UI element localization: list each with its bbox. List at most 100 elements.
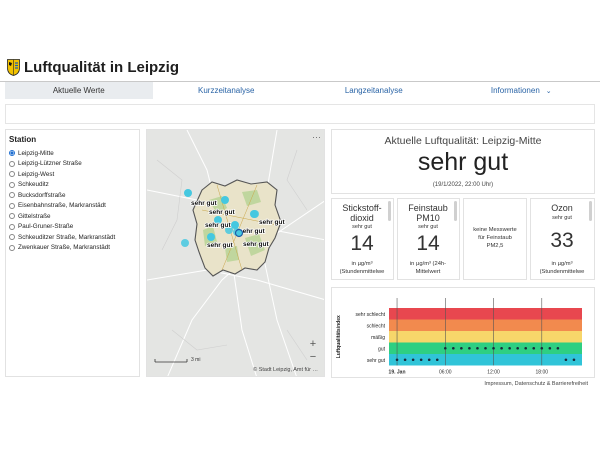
map-scale-label: 3 mi bbox=[191, 357, 201, 363]
chart-data-point bbox=[452, 346, 455, 350]
chart-data-point bbox=[484, 346, 487, 350]
station-marker[interactable] bbox=[221, 196, 229, 204]
chart-data-point bbox=[556, 346, 560, 350]
chart-data-point bbox=[403, 358, 407, 362]
card-scrollbar[interactable] bbox=[454, 201, 457, 221]
station-marker[interactable] bbox=[207, 233, 215, 241]
chart-data-point bbox=[524, 346, 528, 350]
station-label: Zwenkauer Straße, Markranstädt bbox=[18, 244, 111, 252]
metric-value: 14 bbox=[416, 232, 440, 255]
station-marker-label: sehr gut bbox=[205, 222, 231, 229]
card-scrollbar[interactable] bbox=[589, 201, 592, 221]
app-header: Luftqualität in Leipzig bbox=[0, 55, 600, 83]
tab-informationen[interactable]: Informationen ⌄ bbox=[448, 82, 596, 99]
chart-y-axis-label: Luftqualitätsindex bbox=[336, 315, 342, 358]
radio-button[interactable] bbox=[9, 150, 15, 157]
station-marker-label: sehr gut bbox=[209, 209, 235, 216]
station-panel: Station Leipzig-Mitte Leipzig-Lützner Str… bbox=[5, 129, 140, 377]
radio-button[interactable] bbox=[9, 244, 15, 251]
station-label: Schkeuditzer Straße, Markranstädt bbox=[18, 233, 116, 241]
station-marker[interactable] bbox=[250, 210, 258, 218]
radio-button[interactable] bbox=[9, 181, 15, 188]
station-marker[interactable] bbox=[231, 221, 239, 229]
station-marker-label: sehr gut bbox=[207, 242, 233, 249]
metric-note: (Stundenmittelwe bbox=[339, 269, 385, 275]
tab-kurzzeitanalyse[interactable]: Kurzzeitanalyse bbox=[153, 82, 301, 99]
current-quality-timestamp: (19/1/2022, 22:00 Uhr) bbox=[432, 182, 494, 188]
station-option[interactable]: Bucksdorffstraße bbox=[9, 190, 139, 201]
station-option[interactable]: Leipzig-West bbox=[9, 169, 139, 180]
station-marker-label: sehr gut bbox=[239, 228, 265, 235]
station-option[interactable]: Leipzig-Lützner Straße bbox=[9, 159, 139, 170]
station-marker[interactable] bbox=[214, 216, 222, 224]
metric-name: Ozon bbox=[551, 203, 573, 213]
chart-data-point bbox=[564, 358, 568, 362]
chart-data-point bbox=[516, 346, 519, 350]
map-more-button[interactable]: ··· bbox=[312, 132, 321, 142]
metric-value: 14 bbox=[350, 232, 374, 255]
station-option[interactable]: Schkeuditzer Straße, Markranstädt bbox=[9, 232, 139, 243]
map-attribution: © Stadt Leipzig, Amt für … bbox=[253, 367, 318, 373]
chart-band bbox=[389, 308, 582, 320]
station-option[interactable]: Zwenkauer Straße, Markranstädt bbox=[9, 243, 139, 254]
chart-x-tick-label: 12:00 bbox=[487, 370, 500, 376]
station-marker[interactable] bbox=[184, 189, 192, 197]
station-label: Bucksdorffstraße bbox=[18, 191, 66, 199]
radio-button[interactable] bbox=[9, 223, 15, 230]
filter-bar bbox=[5, 104, 595, 124]
chart-data-point bbox=[468, 346, 471, 350]
radio-button[interactable] bbox=[9, 234, 15, 241]
chart-category-label: gut bbox=[378, 346, 386, 352]
station-label: Gittelstraße bbox=[18, 212, 51, 220]
zoom-out-button[interactable]: − bbox=[309, 351, 317, 363]
station-marker[interactable] bbox=[225, 226, 233, 234]
metric-card-no2: Stickstoff- dioxid sehr gut 14 in µg/m³ … bbox=[331, 198, 394, 280]
card-scrollbar[interactable] bbox=[388, 201, 391, 221]
map-panel[interactable]: sehr gut sehr gut sehr gut sehr gut sehr gut… bbox=[146, 129, 325, 377]
header-divider bbox=[0, 81, 600, 82]
metric-card-pm10: Feinstaub PM10 sehr gut 14 in µg/m³ (24h… bbox=[397, 198, 460, 280]
app-title: Luftqualität in Leipzig bbox=[24, 59, 179, 76]
chart-category-label: mäßig bbox=[371, 335, 385, 341]
metric-rating: sehr gut bbox=[552, 215, 572, 221]
radio-button[interactable] bbox=[9, 192, 15, 199]
tab-langzeitanalyse[interactable]: Langzeitanalyse bbox=[300, 82, 448, 99]
station-option[interactable]: Gittelstraße bbox=[9, 211, 139, 222]
chart-data-point bbox=[492, 346, 495, 350]
chevron-down-icon: ⌄ bbox=[545, 88, 552, 95]
footer-legal-link[interactable]: Impressum, Datenschutz & Barrierefreihei… bbox=[484, 381, 588, 387]
radio-button[interactable] bbox=[9, 171, 15, 178]
metric-name: Stickstoff- dioxid bbox=[342, 203, 382, 223]
zoom-in-button[interactable]: + bbox=[309, 338, 317, 350]
chart-data-point bbox=[443, 346, 447, 350]
station-option[interactable]: Schkeuditz bbox=[9, 180, 139, 191]
metric-note: keine Messwerte für Feinstaub PM2,5 bbox=[473, 227, 517, 249]
station-marker-label: sehr gut bbox=[259, 219, 285, 226]
metric-value: 33 bbox=[550, 229, 574, 252]
radio-button[interactable] bbox=[9, 213, 15, 220]
radio-button[interactable] bbox=[9, 202, 15, 209]
station-marker[interactable] bbox=[234, 228, 244, 238]
chart-data-point bbox=[411, 358, 415, 362]
station-option[interactable]: Paul-Gruner-Straße bbox=[9, 222, 139, 233]
tab-label: Langzeitanalyse bbox=[344, 86, 403, 95]
map-canvas[interactable]: sehr gut sehr gut sehr gut sehr gut sehr gut… bbox=[147, 130, 325, 377]
chart-data-point bbox=[419, 358, 423, 362]
chart-data-point bbox=[427, 358, 431, 362]
tab-label: Informationen bbox=[490, 86, 540, 95]
chart-data-point bbox=[476, 346, 479, 350]
station-option[interactable]: Leipzig-Mitte bbox=[9, 148, 139, 159]
radio-button[interactable] bbox=[9, 160, 15, 167]
metric-note: (Stundenmittelwe bbox=[539, 269, 585, 275]
station-marker[interactable] bbox=[181, 239, 189, 247]
tab-aktuelle-werte[interactable]: Aktuelle Werte bbox=[5, 82, 153, 99]
metric-unit: in µg/m³ bbox=[551, 261, 573, 267]
chart-data-point bbox=[508, 346, 511, 350]
station-option[interactable]: Eisenbahnstraße, Markranstädt bbox=[9, 201, 139, 212]
station-label: Schkeuditz bbox=[18, 181, 49, 189]
chart-category-label: schlecht bbox=[367, 323, 386, 329]
metric-name: Feinstaub PM10 bbox=[408, 203, 448, 223]
chart-data-point bbox=[548, 346, 552, 350]
chart-category-label: sehr schlecht bbox=[356, 312, 386, 318]
current-quality-title: Aktuelle Luftqualität: Leipzig-Mitte bbox=[384, 135, 542, 147]
